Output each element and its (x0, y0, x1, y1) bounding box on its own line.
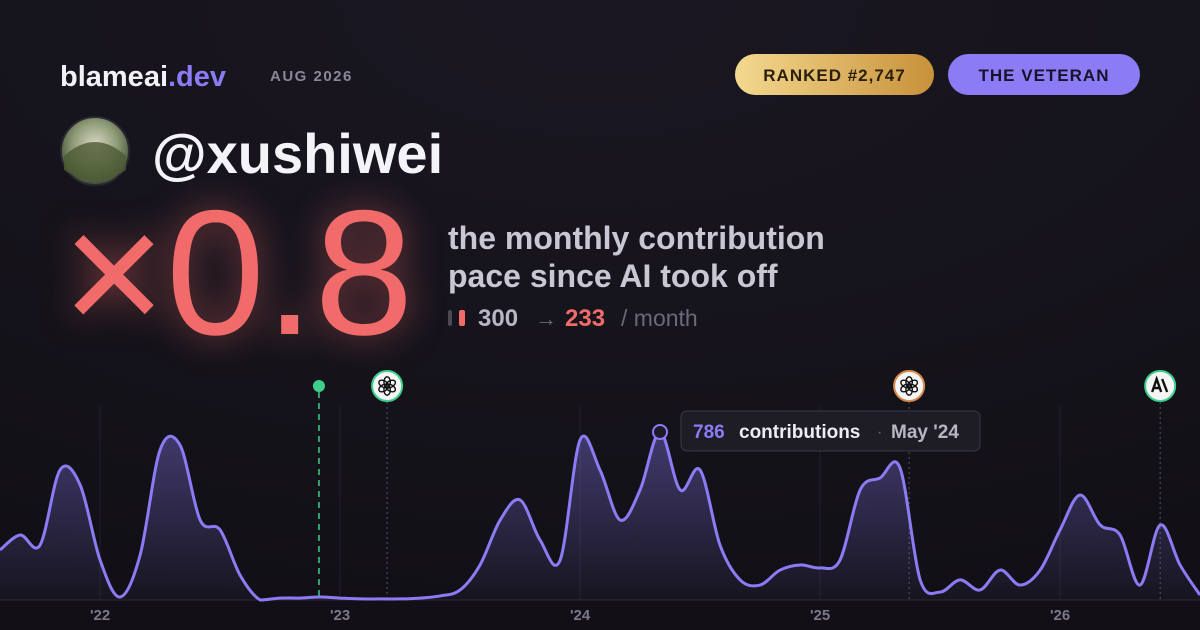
event-dot (312, 380, 325, 392)
tooltip-value: 786 (693, 422, 725, 443)
chart: '22 '23 '24 '25 '26 786 contributions · May '24 (0, 370, 1200, 624)
rank-badge (735, 54, 934, 95)
tooltip-unit: contributions (739, 422, 860, 443)
brand-suffix: .dev (168, 61, 226, 93)
highlight-point (652, 423, 668, 440)
event-icon-glyph (1151, 375, 1169, 393)
event-marker (312, 380, 325, 600)
brand-name: blameai (60, 61, 168, 93)
pace-arrow: → (535, 306, 557, 331)
event-icon (893, 370, 926, 402)
description-line: the monthly contribution (448, 220, 825, 256)
x-tick-label: '23 (330, 607, 350, 624)
pace-after: 233 (565, 305, 605, 332)
multiplier: ×0.8 (62, 173, 413, 372)
title-badge-text: THE VETERAN (979, 66, 1110, 85)
x-tick-label: '25 (810, 607, 830, 624)
event-icon-petal (900, 379, 912, 389)
title-badge (948, 54, 1140, 95)
avatar-tree (64, 142, 126, 180)
tooltip-box (680, 410, 981, 452)
pace-before: 300 (478, 305, 518, 332)
line (0, 430, 1200, 602)
pace-unit: / month (621, 305, 698, 331)
pace-icon (448, 310, 452, 326)
tooltip-label: May '24 (891, 422, 959, 443)
event-icon-petal (378, 379, 390, 389)
area (0, 431, 1200, 600)
date: AUG 2026 (270, 68, 353, 85)
event-marker (371, 370, 404, 600)
description-line: pace since AI took off (448, 258, 778, 294)
pace-icon (459, 310, 465, 326)
rank-badge-text: RANKED #2,747 (763, 66, 905, 85)
brand: blameai.dev (60, 61, 226, 93)
event-icon (371, 370, 404, 402)
tooltip-separator: · (877, 424, 882, 441)
x-tick-label: '26 (1050, 607, 1070, 624)
x-tick-label: '22 (90, 607, 110, 624)
username: @xushiwei (152, 122, 443, 185)
x-tick-label: '24 (570, 607, 591, 624)
